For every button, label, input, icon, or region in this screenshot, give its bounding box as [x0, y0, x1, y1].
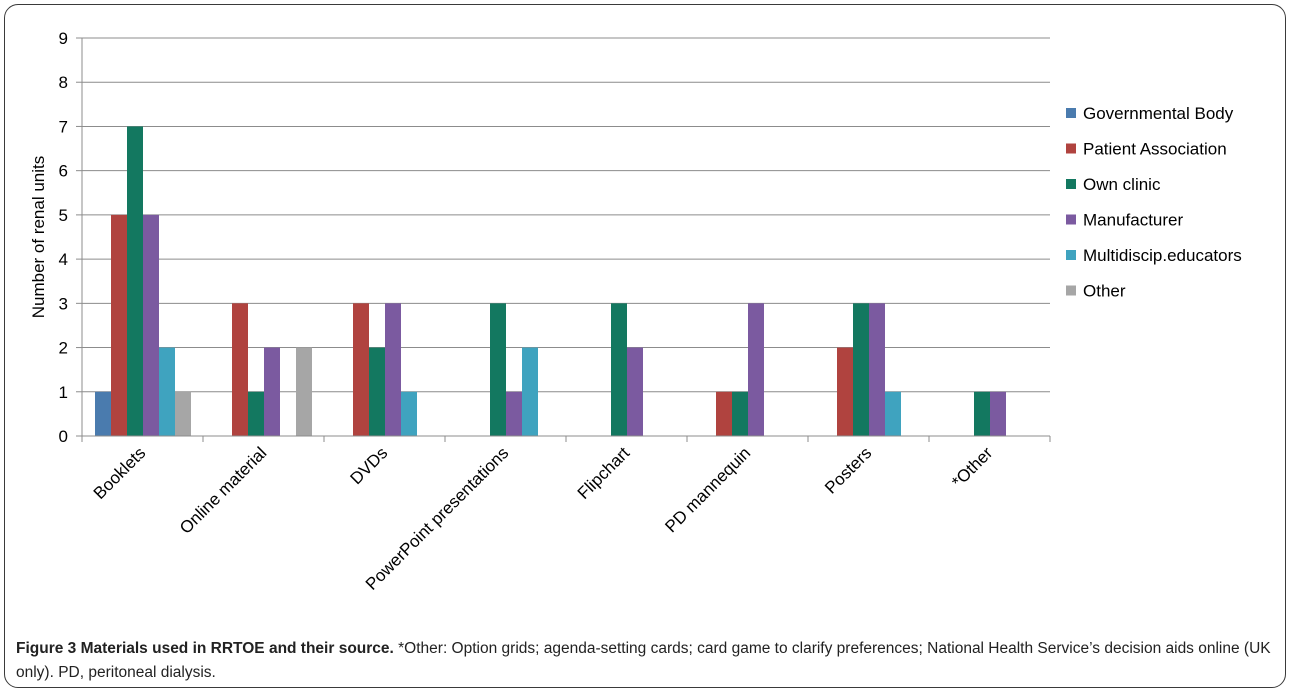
bar — [853, 303, 869, 436]
bar — [95, 391, 111, 436]
bar — [232, 303, 248, 436]
legend-label: Multidiscip.educators — [1083, 246, 1242, 265]
legend-label: Governmental Body — [1083, 104, 1234, 123]
bar — [748, 303, 764, 436]
x-tick-label: Booklets — [90, 443, 150, 503]
y-axis-label: Number of renal units — [29, 156, 48, 319]
x-tick-label: Flipchart — [574, 443, 634, 503]
bar — [159, 347, 175, 436]
legend-swatch — [1066, 143, 1076, 154]
grid-lines — [82, 37, 1050, 393]
bar — [385, 303, 401, 436]
bar — [490, 303, 506, 436]
x-tick-label: DVDs — [346, 443, 391, 488]
y-tick-label: 6 — [59, 162, 68, 181]
bar — [990, 391, 1006, 436]
bar — [127, 126, 143, 436]
bar — [353, 303, 369, 436]
figure-caption: Figure 3 Materials used in RRTOE and the… — [16, 637, 1276, 685]
x-tick-label: PD mannequin — [661, 443, 754, 536]
y-tick-label: 0 — [59, 427, 68, 446]
bar — [732, 391, 748, 436]
x-tick-label: Online material — [176, 443, 270, 537]
y-tick-label: 3 — [59, 294, 68, 313]
bar — [837, 347, 853, 436]
bar — [143, 214, 159, 436]
axes: 0 1 2 3 4 5 6 7 8 9 Booklets Online material DVDsPow… — [59, 29, 1051, 594]
bar — [716, 391, 732, 436]
bar — [885, 391, 901, 436]
y-tick-label: 5 — [59, 206, 68, 225]
legend-swatch — [1066, 214, 1076, 225]
legend-swatch — [1066, 250, 1076, 260]
bars — [95, 126, 1006, 436]
bar — [264, 347, 280, 436]
legend-label: Patient Association — [1083, 140, 1227, 159]
y-tick-label: 4 — [59, 250, 68, 269]
legend-label: Own clinic — [1083, 175, 1161, 194]
bar — [401, 391, 417, 436]
x-tick-label: Posters — [821, 443, 875, 497]
y-tick-label: 1 — [59, 383, 68, 402]
bar — [522, 347, 538, 436]
bar — [175, 391, 191, 436]
x-tick-label: *Other — [948, 443, 996, 491]
bar-chart: 0 1 2 3 4 5 6 7 8 9 Booklets Online material DVDsPow… — [29, 29, 1242, 594]
bar — [506, 391, 522, 436]
bar — [111, 214, 127, 436]
legend-swatch — [1066, 285, 1076, 296]
y-tick-label: 7 — [59, 117, 68, 136]
legend-swatch — [1066, 179, 1076, 189]
legend: Governmental Body Patient Association Own … — [1066, 104, 1242, 301]
bar — [627, 347, 643, 436]
bar — [369, 347, 385, 436]
legend-label: Other — [1083, 282, 1126, 301]
legend-label: Manufacturer — [1083, 211, 1183, 230]
y-tick-label: 2 — [59, 339, 68, 358]
x-tick-label: PowerPoint presentations — [362, 443, 512, 593]
bar — [296, 347, 312, 436]
bar — [611, 303, 627, 436]
legend-swatch — [1066, 108, 1076, 118]
y-tick-label: 9 — [59, 29, 68, 48]
caption-title: Figure 3 Materials used in RRTOE and the… — [16, 640, 394, 657]
caption-text: *Other: Option grids; agenda-setting car… — [16, 640, 1271, 681]
y-tick-label: 8 — [59, 73, 68, 92]
bar — [248, 391, 264, 436]
bar — [869, 303, 885, 436]
bar — [974, 391, 990, 436]
